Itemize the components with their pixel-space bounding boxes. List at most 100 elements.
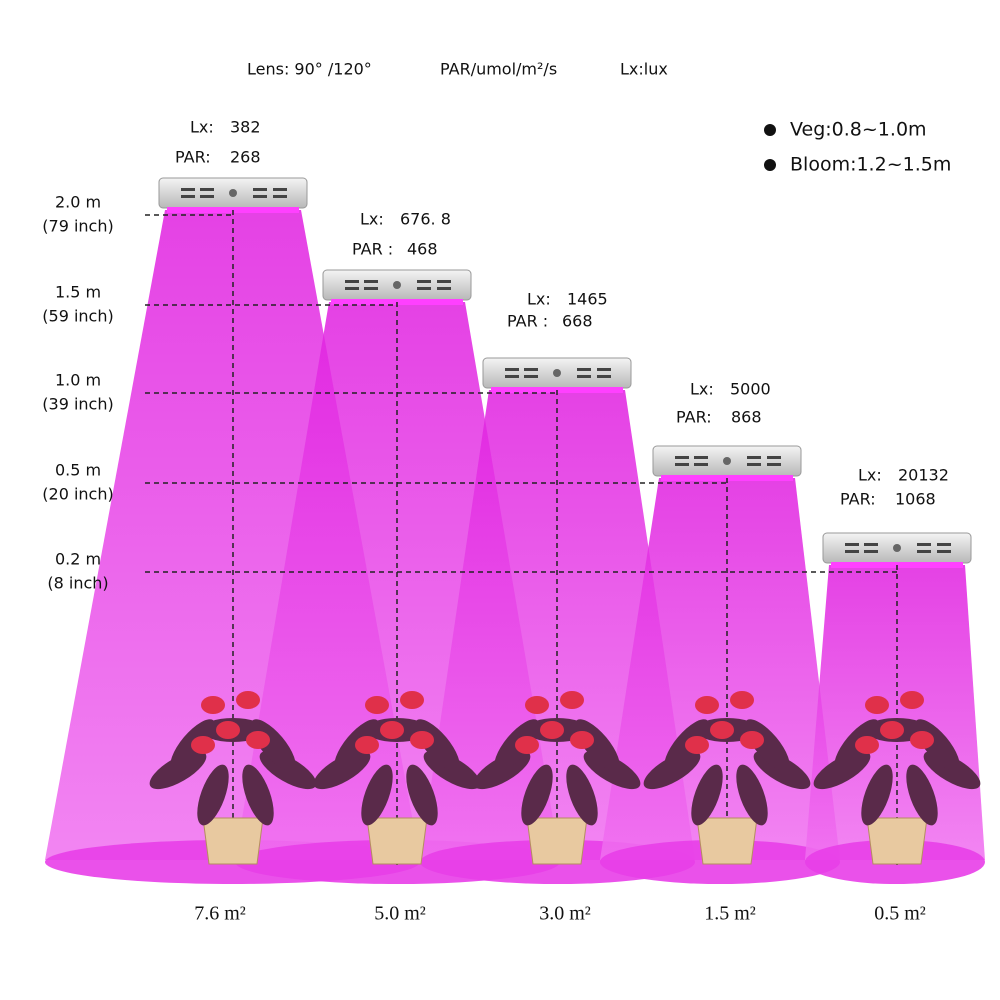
height-inches: (20 inch) (42, 485, 113, 504)
flower (910, 731, 934, 749)
leaf (406, 764, 438, 826)
par-label: PAR: (676, 408, 712, 427)
lamp-button (553, 369, 561, 377)
leaf (521, 764, 553, 826)
height-inches: (39 inch) (42, 395, 113, 414)
lx-label: Lx: (527, 290, 551, 309)
vent (675, 463, 689, 466)
vent (345, 287, 359, 290)
vent (845, 543, 859, 546)
vent (200, 188, 214, 191)
vent (345, 280, 359, 283)
vent (253, 188, 267, 191)
flower (880, 721, 904, 739)
leaf (566, 764, 598, 826)
flower (685, 736, 709, 754)
flower (380, 721, 404, 739)
vent (200, 195, 214, 198)
par-value: 668 (562, 312, 593, 331)
leaf (861, 764, 893, 826)
flower (216, 721, 240, 739)
leaf (242, 764, 274, 826)
flower (740, 731, 764, 749)
flower (191, 736, 215, 754)
vent (917, 543, 931, 546)
flower (525, 696, 549, 714)
lx-value: 382 (230, 118, 261, 137)
vent (577, 368, 591, 371)
height-inches: (8 inch) (47, 574, 108, 593)
height-meters: 1.5 m (55, 283, 101, 302)
pot (696, 817, 758, 865)
flower (730, 691, 754, 709)
lx-value: 5000 (730, 380, 771, 399)
par-label: PAR : (352, 240, 393, 259)
vent (767, 456, 781, 459)
vent (181, 195, 195, 198)
lx-value: 1465 (567, 290, 608, 309)
vent (253, 195, 267, 198)
height-meters: 1.0 m (55, 371, 101, 390)
flower (400, 691, 424, 709)
pot (202, 817, 264, 865)
legend-item: Veg:0.8~1.0m (790, 119, 927, 141)
bullet (764, 159, 776, 171)
vent (524, 375, 538, 378)
leaf (691, 764, 723, 826)
light-beam (805, 565, 985, 860)
pot (366, 817, 428, 865)
vent (505, 368, 519, 371)
height-inches: (59 inch) (42, 307, 113, 326)
lamp-button (723, 457, 731, 465)
vent (767, 463, 781, 466)
lx-label: Lx: (858, 466, 882, 485)
vent (747, 463, 761, 466)
vent (694, 463, 708, 466)
vent (845, 550, 859, 553)
lx-label: Lx: (360, 210, 384, 229)
lx-value: 20132 (898, 466, 949, 485)
vent (864, 550, 878, 553)
vent (597, 368, 611, 371)
coverage-area: 5.0 m² (374, 903, 426, 925)
flower (201, 696, 225, 714)
flower (865, 696, 889, 714)
par-value: 868 (731, 408, 762, 427)
bullet (764, 124, 776, 136)
vent (937, 550, 951, 553)
flower (515, 736, 539, 754)
vent (864, 543, 878, 546)
par-label: PAR: (175, 148, 211, 167)
height-inches: (79 inch) (42, 217, 113, 236)
coverage-area: 1.5 m² (704, 903, 756, 925)
flower (246, 731, 270, 749)
par-label: PAR: (840, 490, 876, 509)
lx-label: Lx: (690, 380, 714, 399)
leaf (361, 764, 393, 826)
vent (417, 280, 431, 283)
leaf (736, 764, 768, 826)
vent (364, 287, 378, 290)
flower (236, 691, 260, 709)
flower (570, 731, 594, 749)
lamp-button (893, 544, 901, 552)
vent (937, 543, 951, 546)
flower (900, 691, 924, 709)
par-unit: PAR/umol/m²/s (440, 60, 557, 79)
vent (437, 287, 451, 290)
flower (410, 731, 434, 749)
par-value: 268 (230, 148, 261, 167)
vent (181, 188, 195, 191)
legend-item: Bloom:1.2~1.5m (790, 154, 951, 176)
height-meters: 2.0 m (55, 193, 101, 212)
vent (917, 550, 931, 553)
par-label: PAR : (507, 312, 548, 331)
vent (597, 375, 611, 378)
flower (560, 691, 584, 709)
flower (355, 736, 379, 754)
par-value: 1068 (895, 490, 936, 509)
foreground: Lx: 382 PAR: 268 7.6 m² 2.0 m (79 inch) Lx: 676.… (42, 118, 981, 925)
vent (505, 375, 519, 378)
vent (273, 188, 287, 191)
flower (695, 696, 719, 714)
